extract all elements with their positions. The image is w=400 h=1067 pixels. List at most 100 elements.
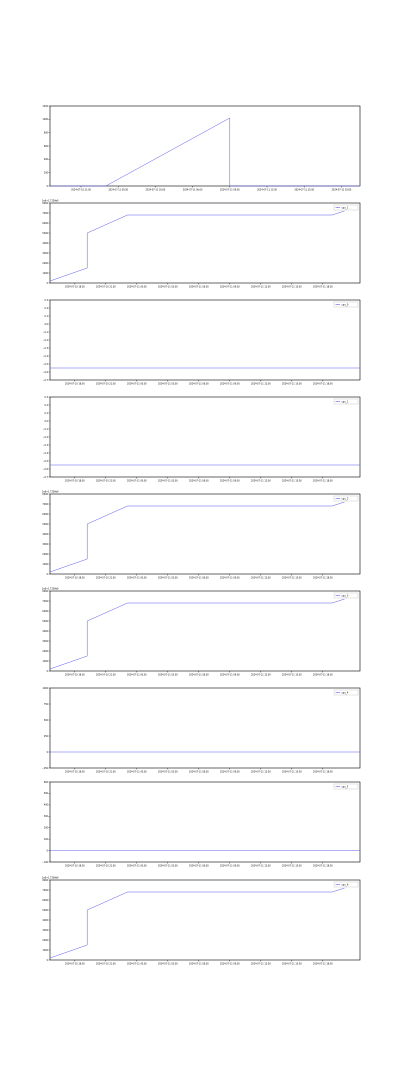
x-tick-label: 2024-07-11 00:00 bbox=[127, 963, 147, 966]
y-tick-label: 3000 bbox=[42, 929, 48, 932]
y-tick-label: 8000 bbox=[42, 879, 48, 882]
chart-panel-7: −250 0 250 500 750 1000 2024-07-10 18:00 2024-0… bbox=[42, 687, 361, 774]
x-tick-label: 2024-07-10 21:00 bbox=[96, 383, 116, 386]
x-tick-label: 2024-07-11 03:00 bbox=[158, 383, 178, 386]
y-tick-label: 400 bbox=[44, 804, 49, 807]
y-tick-label: 100 bbox=[44, 838, 49, 841]
x-tick-label: 2024-07-11 03:00 bbox=[158, 577, 178, 580]
y-tick-label: 0 bbox=[47, 849, 49, 852]
x-tick-label: 2024-07-10 21:00 bbox=[96, 577, 116, 580]
chart-panel-2: 0 1000 2000 3000 4000 5000 6000 7000 8000 2024-07… bbox=[42, 200, 361, 289]
y-tick-label: 0.0 bbox=[45, 323, 49, 326]
x-tick-label: 2024-07-11 06:00 bbox=[189, 577, 209, 580]
x-tick-label: 2024-07-11 15:00 bbox=[282, 865, 302, 868]
x-tick-label: 2024-07-11 18:00 bbox=[313, 286, 333, 289]
legend-box bbox=[333, 592, 359, 599]
y-tick-label: 4000 bbox=[42, 533, 48, 536]
y-tick-label: −0.2 bbox=[43, 339, 49, 342]
x-tick-label: 2024-07-11 06:00 bbox=[183, 189, 203, 192]
x-tick-label: 2024-07-10 21:00 bbox=[96, 963, 116, 966]
x-tick-label: 2024-07-11 12:00 bbox=[251, 963, 271, 966]
y-tick-label: 8000 bbox=[42, 202, 48, 205]
y-tick-label: 4000 bbox=[42, 630, 48, 633]
legend-label: cpu_5 bbox=[342, 785, 349, 788]
y-tick-label: 8000 bbox=[42, 590, 48, 593]
x-tick-label: 2024-07-11 18:00 bbox=[313, 963, 333, 966]
x-tick-label: 2024-07-10 18:00 bbox=[65, 577, 85, 580]
series-line bbox=[50, 117, 360, 187]
x-tick-label: 2024-07-11 06:00 bbox=[189, 286, 209, 289]
y-tick-label: 7000 bbox=[42, 212, 48, 215]
y-tick-label: 7000 bbox=[42, 600, 48, 603]
legend-box bbox=[333, 783, 359, 790]
legend-label: cpu_1 bbox=[342, 400, 349, 403]
y-tick-label: 0 bbox=[47, 185, 49, 188]
x-tick-label: 2024-07-11 06:00 bbox=[189, 480, 209, 483]
y-tick-label: 0.0 bbox=[45, 420, 49, 423]
x-tick-label: 2024-07-11 03:00 bbox=[158, 674, 178, 677]
x-tick-label: 2024-07-10 21:00 bbox=[96, 480, 116, 483]
x-tick-label: 2024-07-11 06:00 bbox=[189, 865, 209, 868]
y-tick-label: 0.2 bbox=[45, 404, 49, 407]
y-tick-label: 2000 bbox=[42, 553, 48, 556]
x-tick-label: 2024-07-11 12:00 bbox=[251, 865, 271, 868]
y-tick-label: 2000 bbox=[42, 650, 48, 653]
x-tick-label: 2024-07-10 21:00 bbox=[96, 771, 116, 774]
x-tick-label: 2024-07-11 09:00 bbox=[220, 674, 240, 677]
y-tick-label: 5000 bbox=[42, 620, 48, 623]
y-tick-label: 600 bbox=[44, 781, 49, 784]
chart-panel-5: 0 1000 2000 3000 4000 5000 6000 7000 8000 2024-07… bbox=[42, 491, 361, 580]
chart-panel-4: −0.7 −0.6 −0.5 −0.4 −0.3 −0.2 −0.1 0.0 0.1 0.2 0.3… bbox=[43, 396, 361, 483]
y-tick-label: 1000 bbox=[42, 687, 48, 690]
y-tick-label: 2000 bbox=[42, 262, 48, 265]
legend-label: cpu_3 bbox=[342, 594, 349, 597]
x-tick-label: 2024-07-11 12:00 bbox=[251, 480, 271, 483]
x-tick-label: 2024-07-11 06:00 bbox=[189, 383, 209, 386]
x-tick-label: 2024-07-11 06:00 bbox=[189, 771, 209, 774]
x-tick-label: 2024-07-11 09:00 bbox=[220, 480, 240, 483]
y-tick-label: 6000 bbox=[42, 513, 48, 516]
series-line bbox=[49, 210, 345, 282]
y-tick-label: 0.3 bbox=[45, 299, 49, 302]
y-tick-label: −0.4 bbox=[43, 355, 49, 358]
y-tick-label: −250 bbox=[42, 767, 49, 770]
y-tick-label: 1000 bbox=[42, 660, 48, 663]
x-tick-label: 2024-07-11 18:00 bbox=[313, 480, 333, 483]
y-tick-label: 200 bbox=[44, 827, 49, 830]
y-tick-label: 400 bbox=[44, 158, 49, 161]
series-line bbox=[49, 887, 345, 959]
x-tick-label: 2024-07-11 00:00 bbox=[127, 865, 147, 868]
y-tick-label: 300 bbox=[44, 815, 49, 818]
x-tick-label: 2024-07-11 09:00 bbox=[220, 963, 240, 966]
y-tick-label: 200 bbox=[44, 171, 49, 174]
x-tick-label: 2024-07-11 15:00 bbox=[282, 674, 302, 677]
y-tick-label: 0 bbox=[47, 282, 49, 285]
series-line bbox=[49, 501, 345, 573]
y-tick-label: 7000 bbox=[42, 503, 48, 506]
y-tick-label: −0.1 bbox=[43, 331, 49, 334]
legend-box bbox=[333, 881, 359, 888]
x-tick-label: 2024-07-10 18:00 bbox=[65, 674, 85, 677]
x-tick-label: 2024-07-11 03:00 bbox=[158, 286, 178, 289]
x-tick-label: 2024-07-11 15:00 bbox=[282, 286, 302, 289]
y-tick-label: 0.3 bbox=[45, 396, 49, 399]
legend-label: cpu_0 bbox=[342, 303, 349, 306]
y-tick-label: 1000 bbox=[42, 272, 48, 275]
x-tick-label: 2024-07-11 06:00 bbox=[189, 963, 209, 966]
y-tick-label: −0.6 bbox=[43, 468, 49, 471]
x-tick-label: 2024-07-11 15:00 bbox=[282, 963, 302, 966]
x-tick-label: 2024-07-11 15:00 bbox=[282, 577, 302, 580]
y-tick-label: 6000 bbox=[42, 222, 48, 225]
x-tick-label: 2024-07-10 21:00 bbox=[96, 286, 116, 289]
x-tick-label: 2024-07-11 12:00 bbox=[251, 674, 271, 677]
y-tick-label: 5000 bbox=[42, 523, 48, 526]
x-tick-label: 2024-07-11 03:00 bbox=[158, 771, 178, 774]
y-tick-label: 0 bbox=[47, 573, 49, 576]
y-tick-label: −0.5 bbox=[43, 460, 49, 463]
y-tick-label: 0 bbox=[47, 670, 49, 673]
y-tick-label: 3000 bbox=[42, 640, 48, 643]
y-tick-label: 6000 bbox=[42, 610, 48, 613]
x-tick-label: 2024-07-10 18:00 bbox=[65, 286, 85, 289]
x-tick-label: 2024-07-11 00:00 bbox=[127, 577, 147, 580]
